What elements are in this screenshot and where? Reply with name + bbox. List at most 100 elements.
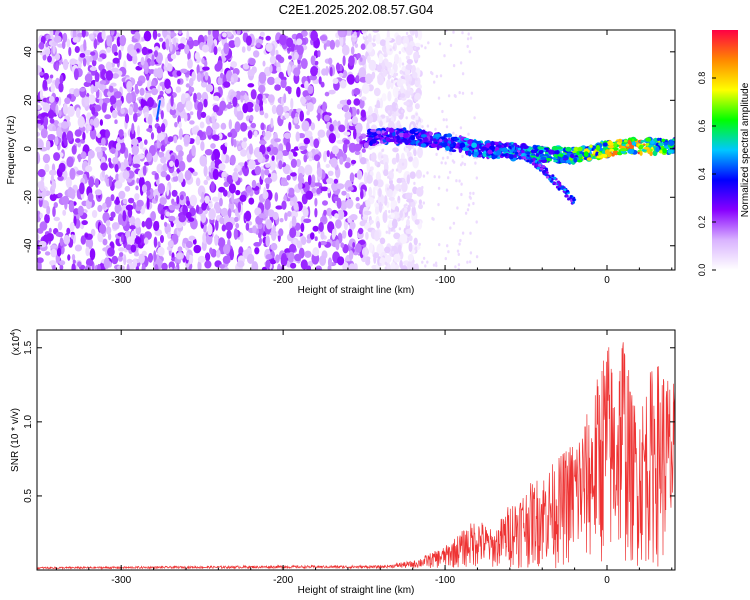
spectrogram-noise-blob <box>344 111 352 120</box>
spectrogram-noise-blob <box>156 163 164 174</box>
spectrogram-noise-blob <box>280 79 287 89</box>
spectrogram-noise-blob <box>348 250 354 261</box>
spectrogram-noise-dot <box>397 217 400 221</box>
spectrogram-noise-blob <box>91 59 97 67</box>
spectrogram-noise-blob <box>304 164 313 176</box>
spectrogram-noise-blob <box>401 181 408 193</box>
spectrogram-noise-blob <box>376 179 384 188</box>
spectrogram-noise-blob <box>304 80 309 90</box>
spectrogram-noise-blob <box>180 36 187 45</box>
spectrogram-noise-blob <box>234 216 239 223</box>
spectrogram-noise-blob <box>178 128 183 140</box>
spectrogram-y-tick-label: 20 <box>23 94 34 106</box>
spectrogram-noise-blob <box>174 121 178 128</box>
spectrogram-noise-blob <box>293 239 297 245</box>
spectrogram-noise-blob <box>87 154 92 166</box>
spectrogram-noise-blob <box>186 200 190 207</box>
spectrogram-noise-blob <box>159 96 165 107</box>
spectrogram-signal-blob <box>607 140 614 146</box>
spectrogram-noise-blob <box>344 161 351 169</box>
spectrogram-noise-blob <box>222 32 227 38</box>
spectrogram-signal-blob <box>483 150 487 153</box>
spectrogram-noise-blob <box>62 209 67 216</box>
spectrogram-signal-blob <box>453 138 460 141</box>
spectrogram-branch-blob <box>508 145 512 149</box>
spectrogram-noise-blob <box>230 61 238 68</box>
spectrogram-noise-blob <box>61 40 66 50</box>
spectrogram-noise-blob <box>132 163 141 168</box>
spectrogram-noise-blob <box>415 169 422 179</box>
spectrogram-noise-blob <box>157 33 161 38</box>
spectrogram-noise-blob <box>211 134 220 140</box>
spectrogram-noise-blob <box>186 30 190 40</box>
spectrogram-noise-blob <box>312 247 320 257</box>
spectrogram-noise-blob <box>88 94 96 105</box>
spectrogram-noise-blob <box>382 70 388 77</box>
spectrogram-noise-dot <box>384 209 388 214</box>
spectrogram-noise-blob <box>139 141 144 150</box>
spectrogram-noise-blob <box>102 202 107 209</box>
colorbar-tick-label: 0.8 <box>697 72 707 85</box>
spectrogram-noise-dot <box>455 134 458 138</box>
spectrogram-noise-dot <box>468 195 472 199</box>
spectrogram-noise-blob <box>141 184 148 193</box>
spectrogram-noise-blob <box>351 159 357 165</box>
spectrogram-noise-blob <box>39 212 43 219</box>
spectrogram-noise-blob <box>116 99 123 108</box>
spectrogram-signal-blob <box>562 158 568 161</box>
spectrogram-signal-blob <box>376 130 381 134</box>
colorbar-strip <box>712 30 738 270</box>
spectrogram-noise-dot <box>453 94 457 98</box>
spectrogram-noise-blob <box>131 138 139 146</box>
spectrogram-noise-blob <box>339 36 344 47</box>
spectrogram-noise-blob <box>192 238 197 245</box>
spectrogram-noise-blob <box>376 100 381 109</box>
spectrogram-noise-blob <box>322 101 327 113</box>
spectrogram-noise-dot <box>422 174 426 178</box>
spectrogram-noise-blob <box>132 102 139 114</box>
spectrogram-signal-blob <box>569 153 575 159</box>
spectrogram-noise-blob <box>72 259 76 264</box>
spectrogram-noise-blob <box>214 234 219 246</box>
spectrogram-noise-blob <box>290 158 297 168</box>
spectrogram-noise-blob <box>157 183 166 194</box>
spectrogram-noise-blob <box>79 53 86 58</box>
spectrogram-noise-dot <box>475 255 479 259</box>
spectrogram-noise-blob <box>89 118 94 125</box>
spectrogram-noise-blob <box>405 55 410 61</box>
spectrogram-signal-blob <box>480 146 488 151</box>
spectrogram-noise-blob <box>234 36 241 48</box>
spectrogram-noise-blob <box>197 255 206 263</box>
spectrogram-signal-blob <box>391 138 396 142</box>
spectrogram-noise-blob <box>146 190 151 196</box>
spectrogram-noise-blob <box>317 50 321 58</box>
spectrogram-noise-blob <box>366 257 371 263</box>
spectrogram-noise-dot <box>405 31 409 35</box>
spectrogram-noise-blob <box>411 205 416 216</box>
spectrogram-signal-blob <box>370 129 377 133</box>
spectrogram-noise-blob <box>254 207 262 216</box>
spectrogram-noise-blob <box>406 59 413 65</box>
spectrogram-noise-blob <box>251 179 257 189</box>
spectrogram-noise-blob <box>83 39 87 52</box>
spectrogram-noise-blob <box>341 190 347 196</box>
spectrogram-noise-blob <box>49 74 54 79</box>
spectrogram-noise-blob <box>141 220 146 228</box>
spectrogram-noise-blob <box>114 203 122 214</box>
spectrogram-noise-blob <box>271 104 277 115</box>
spectrogram-noise-blob <box>140 56 145 66</box>
spectrogram-noise-blob <box>360 116 367 121</box>
spectrogram-noise-blob <box>253 50 260 58</box>
spectrogram-noise-blob <box>265 253 273 260</box>
spectrogram-noise-blob <box>107 247 115 257</box>
spectrogram-noise-blob <box>176 195 180 205</box>
spectrogram-branch-blob <box>528 156 532 160</box>
spectrogram-noise-blob <box>272 224 276 234</box>
spectrogram-signal-blob <box>583 151 589 158</box>
spectrogram-noise-dot <box>455 179 458 183</box>
spectrogram-noise-dot <box>415 77 418 81</box>
spectrogram-noise-blob <box>180 68 188 74</box>
spectrogram-noise-blob <box>403 43 408 48</box>
spectrogram-signal-blob <box>579 153 583 158</box>
spectrogram-noise-blob <box>157 84 161 93</box>
